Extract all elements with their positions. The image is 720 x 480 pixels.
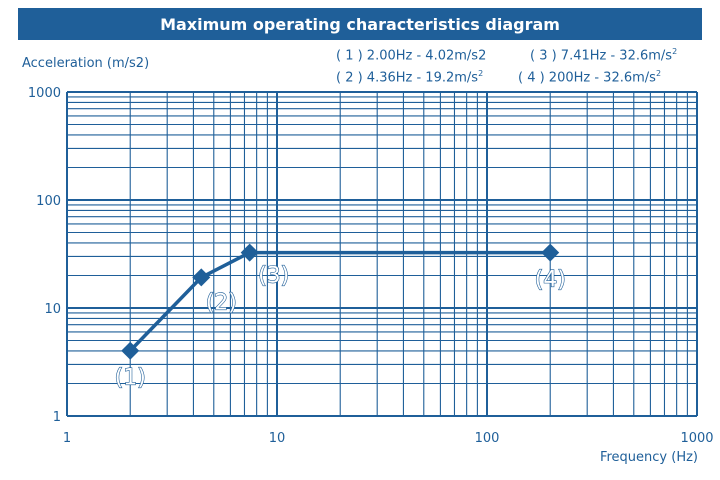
series-line [128,250,551,352]
legend-entry-4: ( 4 ) 200Hz - 32.6m/s2 [518,69,662,86]
chart-title: Maximum operating characteristics diagra… [18,8,702,40]
data-point-label: (1) [115,366,146,391]
data-point-marker [121,341,140,360]
legend-entry-2: ( 2 ) 4.36Hz - 19.2m/s2 [336,69,484,86]
data-point-marker [541,243,560,262]
y-tick-label: 1 [53,410,61,425]
x-axis-label: Frequency (Hz) [599,450,698,465]
y-tick-label: 1000 [28,86,61,101]
legend-entry-1: ( 1 ) 2.00Hz - 4.02m/s2 [336,48,487,64]
data-point-label: (3) [258,264,289,289]
legend-entry-3: ( 3 ) 7.41Hz - 32.6m/s2 [530,47,678,64]
data-point-label: (4) [535,268,566,293]
legend: ( 1 ) 2.00Hz - 4.02m/s2 ( 3 ) 7.41Hz - 3… [336,47,706,87]
x-tick-label: 100 [475,431,500,446]
grid [66,91,698,417]
y-axis-label: Acceleration (m/s2) [22,56,150,71]
tick-labels: 1 10 100 1000 1 10 100 1000 [28,86,714,446]
x-tick-label: 10 [269,431,286,446]
data-point-marker [192,268,211,287]
x-tick-label: 1000 [680,431,713,446]
data-series: (1) (2) (3) (4) [114,243,566,391]
data-point-label: (2) [206,290,237,315]
y-tick-label: 100 [36,194,61,209]
y-tick-label: 10 [44,302,61,317]
data-point-marker [240,243,259,262]
x-tick-label: 1 [63,431,71,446]
